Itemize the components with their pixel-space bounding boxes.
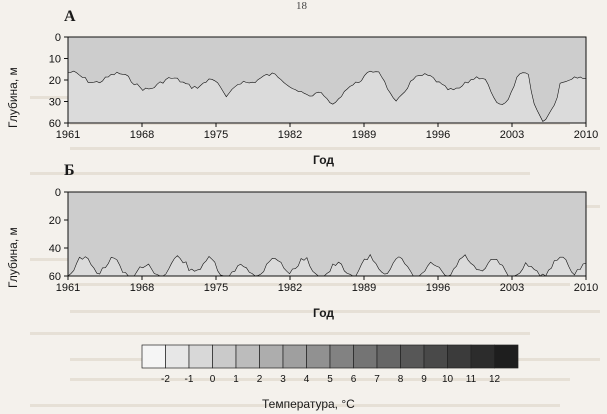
background-text-line [70, 122, 570, 125]
panel-b-x-axis-label: Год [313, 306, 334, 320]
background-text-line [70, 205, 600, 208]
background-text-line [30, 172, 530, 175]
background-text-line [30, 96, 560, 99]
background-text-line [70, 310, 600, 313]
background-text-line [70, 230, 570, 233]
background-text-line [30, 258, 560, 261]
panel-a-y-axis-label: Глубина, м [6, 67, 20, 128]
background-text-line [30, 332, 530, 335]
panel-letter-b: Б [64, 162, 75, 179]
panel-b-y-axis-label: Глубина, м [6, 227, 20, 288]
page-number: 18 [296, 0, 307, 12]
background-text-line [70, 378, 570, 381]
background-text-line [70, 283, 570, 286]
background-text-line [30, 404, 560, 407]
background-text-line [70, 358, 600, 361]
background-text-line [70, 147, 600, 150]
legend-title: Температура, °C [262, 397, 355, 411]
panel-a-x-axis-label: Год [313, 153, 334, 167]
panel-letter-a: А [64, 8, 76, 25]
